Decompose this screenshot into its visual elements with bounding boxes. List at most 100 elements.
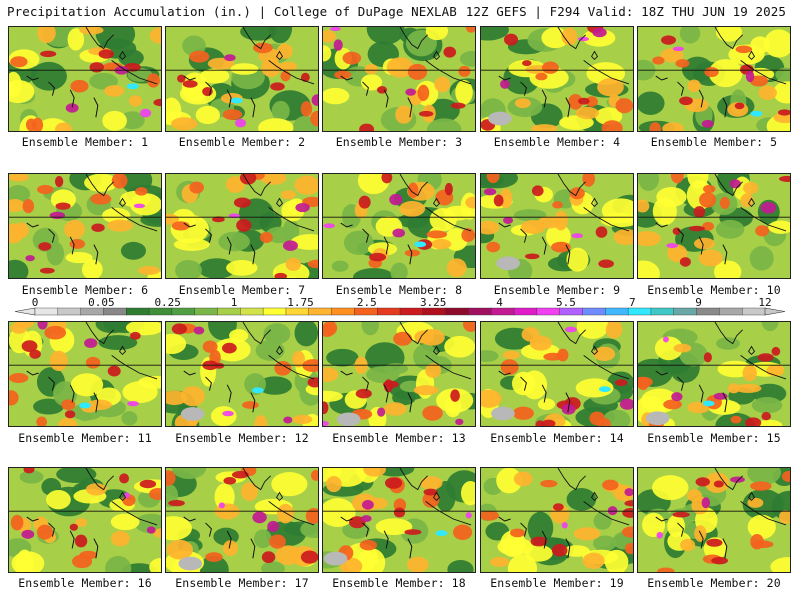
member-map-3[interactable] <box>322 26 476 132</box>
precip-contour <box>619 398 633 410</box>
member-map-12[interactable] <box>165 321 319 427</box>
precip-contour <box>9 259 29 278</box>
colorbar-swatch <box>696 307 720 316</box>
member-map-5[interactable] <box>637 26 791 132</box>
precip-contour <box>405 88 416 96</box>
member-map-15[interactable] <box>637 321 791 427</box>
precip-contour <box>773 81 790 104</box>
member-map-4[interactable] <box>480 26 634 132</box>
precip-contour <box>49 211 66 220</box>
member-map-7[interactable] <box>165 173 319 279</box>
precip-contour <box>514 98 531 109</box>
island-outline <box>118 197 127 208</box>
precip-contour <box>223 477 237 485</box>
precip-contour <box>25 118 37 131</box>
precip-contour <box>390 262 408 278</box>
precip-contour <box>740 193 754 208</box>
member-map-10[interactable] <box>637 173 791 279</box>
precip-contour <box>61 399 76 411</box>
precip-contour <box>329 27 341 32</box>
colorbar-right-arrow <box>764 307 786 316</box>
precip-contour <box>70 79 89 93</box>
precip-contour <box>679 257 691 267</box>
precip-contour <box>9 373 29 384</box>
member-map-14[interactable] <box>480 321 634 427</box>
precip-contour <box>261 58 281 78</box>
precip-contour <box>323 420 329 426</box>
precip-contour <box>382 380 399 389</box>
precip-contour <box>537 398 556 411</box>
precip-contour <box>300 72 310 82</box>
member-label-19: Ensemble Member: 19 <box>490 576 624 590</box>
island-outline <box>275 491 284 502</box>
precip-contour <box>149 558 161 572</box>
precip-contour <box>406 556 429 572</box>
coastline <box>242 468 315 526</box>
precip-contour <box>199 555 229 572</box>
precip-contour <box>656 186 687 207</box>
precip-contour <box>554 210 568 231</box>
island-outline <box>432 197 441 208</box>
precip-contour <box>431 239 452 250</box>
precip-contour <box>749 75 769 87</box>
member-map-17[interactable] <box>165 467 319 573</box>
member-map-8[interactable] <box>322 173 476 279</box>
member-map-9[interactable] <box>480 173 634 279</box>
member-map-19[interactable] <box>480 467 634 573</box>
member-label-9: Ensemble Member: 9 <box>493 283 621 297</box>
precip-contour <box>576 322 609 339</box>
island-outline <box>590 491 599 502</box>
precip-contour <box>500 359 519 375</box>
precip-contour <box>781 470 790 482</box>
precip-contour <box>667 244 688 263</box>
precip-contour <box>679 96 693 106</box>
member-map-16[interactable] <box>8 467 162 573</box>
trace-area <box>496 256 520 271</box>
precip-contour <box>571 233 583 239</box>
precip-contour <box>541 27 570 49</box>
precip-contour <box>166 333 187 354</box>
member-map-11[interactable] <box>8 321 162 427</box>
precip-contour <box>771 346 781 356</box>
precip-contour <box>434 76 451 93</box>
precip-contour <box>300 101 313 117</box>
precip-contour <box>261 561 285 572</box>
precip-max <box>79 402 91 409</box>
member-map-20[interactable] <box>637 467 791 573</box>
coastline <box>85 174 158 232</box>
colorbar-swatch <box>171 307 196 316</box>
precip-contour <box>331 260 349 272</box>
precip-contour <box>541 419 556 426</box>
precip-contour <box>307 259 318 269</box>
member-map-1[interactable] <box>8 26 162 132</box>
precip-contour <box>135 187 148 196</box>
precip-contour <box>84 338 98 348</box>
member-map-13[interactable] <box>322 321 476 427</box>
member-map-2[interactable] <box>165 26 319 132</box>
precip-contour <box>138 266 160 275</box>
precip-contour <box>171 468 207 479</box>
precip-contour <box>775 67 790 82</box>
precip-contour <box>662 336 669 343</box>
precip-contour <box>359 123 375 131</box>
precip-contour <box>280 70 291 82</box>
precip-contour <box>153 98 161 107</box>
island-outline <box>747 197 756 208</box>
precip-contour <box>757 353 774 362</box>
precip-contour <box>444 182 453 196</box>
member-map-6[interactable] <box>8 173 162 279</box>
precip-contour <box>750 481 772 491</box>
precip-contour <box>122 381 158 403</box>
precip-contour <box>133 203 146 209</box>
precip-contour <box>777 109 790 116</box>
colorbar-swatch <box>285 307 310 316</box>
precip-contour <box>703 184 716 194</box>
precip-contour <box>426 118 462 131</box>
precip-contour <box>375 518 413 536</box>
member-map-18[interactable] <box>322 467 476 573</box>
coastline <box>714 468 787 526</box>
precip-contour <box>257 376 292 395</box>
precip-contour <box>743 181 759 195</box>
precip-contour <box>399 200 426 217</box>
precip-contour <box>510 528 525 538</box>
